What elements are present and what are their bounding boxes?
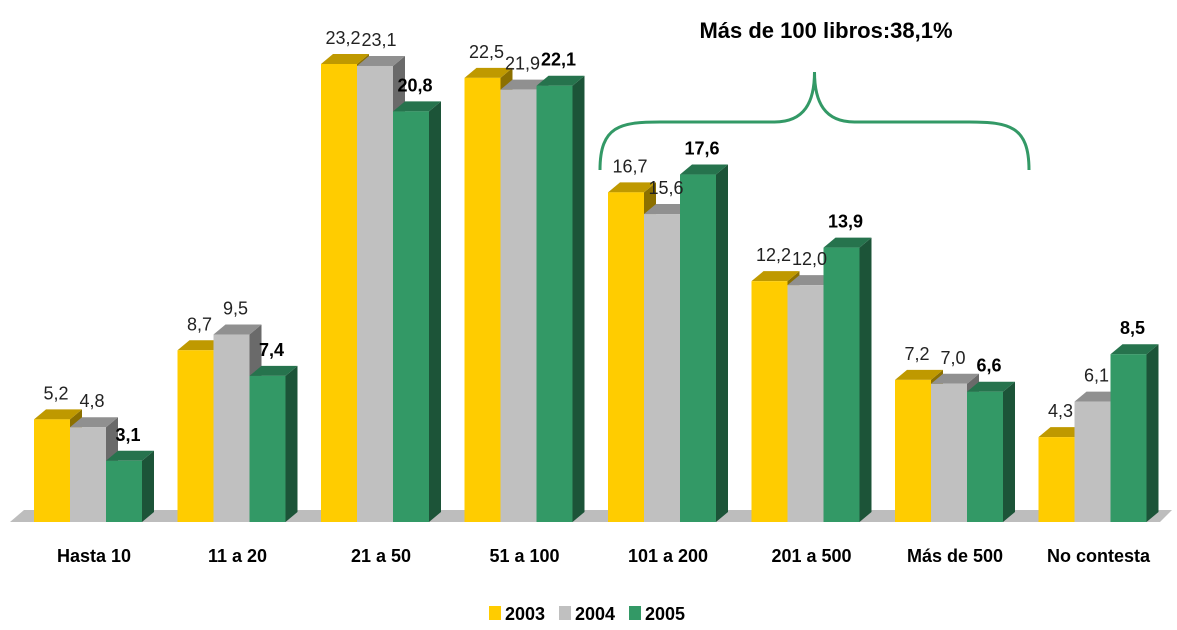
bar-2005-4	[680, 164, 728, 522]
legend-label: 2004	[575, 604, 615, 624]
bar-2005-7	[1110, 344, 1159, 522]
data-label-2003-4: 16,7	[612, 156, 647, 176]
data-label-2005-4: 17,6	[684, 139, 719, 159]
category-label-0: Hasta 10	[57, 546, 131, 566]
bar-2004-0	[70, 417, 118, 522]
category-label-2: 21 a 50	[351, 546, 411, 566]
chart-floor	[10, 510, 1172, 522]
legend-label: 2003	[505, 604, 545, 624]
data-label-2004-2: 23,1	[361, 30, 396, 50]
category-label-4: 101 a 200	[628, 546, 708, 566]
bar-2005-5	[823, 237, 872, 522]
legend-item-2004: 2004	[559, 604, 615, 624]
legend-item-2005: 2005	[629, 604, 685, 624]
data-label-2005-7: 8,5	[1120, 318, 1145, 338]
data-label-2003-3: 22,5	[469, 42, 504, 62]
data-label-2004-0: 4,8	[79, 391, 104, 411]
category-label-6: Más de 500	[907, 546, 1003, 566]
data-label-2003-7: 4,3	[1048, 401, 1073, 421]
data-label-2003-1: 8,7	[187, 314, 212, 334]
legend-swatch	[559, 606, 571, 620]
legend-item-2003: 2003	[489, 604, 545, 624]
data-label-2005-5: 13,9	[828, 212, 863, 232]
data-label-2005-3: 22,1	[541, 50, 576, 70]
data-label-2005-6: 6,6	[976, 356, 1001, 376]
bar-2005-3	[536, 75, 585, 522]
data-label-2004-7: 6,1	[1084, 366, 1109, 386]
category-label-1: 11 a 20	[208, 546, 267, 566]
data-label-2003-6: 7,2	[904, 344, 929, 364]
data-label-2004-5: 12,0	[792, 249, 827, 269]
data-label-2004-3: 21,9	[505, 54, 540, 74]
annotation-brace	[598, 71, 1031, 171]
bar-2005-2	[393, 101, 441, 523]
legend-swatch	[489, 606, 501, 620]
bar-2005-0	[106, 450, 154, 522]
bar-2005-6	[967, 381, 1015, 522]
legend-label: 2005	[645, 604, 685, 624]
legend-swatch	[629, 606, 641, 620]
category-label-5: 201 a 500	[771, 546, 851, 566]
data-label-2004-1: 9,5	[223, 298, 248, 318]
data-label-2003-5: 12,2	[756, 245, 791, 265]
category-label-7: No contesta	[1047, 546, 1151, 566]
data-label-2005-0: 3,1	[115, 425, 140, 445]
bar-2005-1	[249, 365, 298, 522]
data-label-2003-2: 23,2	[325, 28, 360, 48]
data-label-2004-4: 15,6	[648, 178, 683, 198]
data-label-2005-2: 20,8	[397, 75, 432, 95]
data-label-2005-1: 7,4	[259, 340, 284, 360]
annotation-text: Más de 100 libros:38,1%	[699, 18, 952, 43]
data-label-2003-0: 5,2	[43, 383, 68, 403]
category-label-3: 51 a 100	[489, 546, 559, 566]
data-label-2004-6: 7,0	[940, 348, 965, 368]
